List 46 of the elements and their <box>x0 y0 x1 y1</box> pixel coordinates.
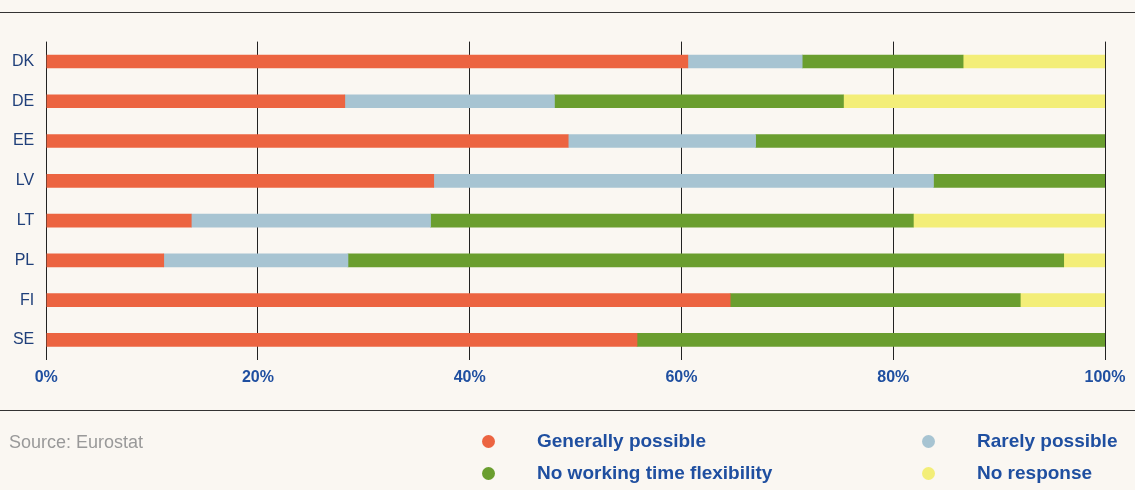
bar <box>430 213 914 228</box>
x-tick-label: 80% <box>877 367 910 385</box>
bar <box>46 213 192 228</box>
bar <box>46 253 165 268</box>
bar <box>755 134 1105 148</box>
bar <box>687 54 803 69</box>
bar <box>46 333 638 347</box>
legend-label: Generally possible <box>537 430 706 452</box>
legend-label: No response <box>977 462 1093 484</box>
bar <box>933 173 1105 188</box>
bar <box>636 333 1105 347</box>
bar <box>433 173 934 188</box>
bar <box>163 253 349 268</box>
y-tick-label: PL <box>14 250 35 268</box>
bar <box>554 94 844 109</box>
x-tick-label: 20% <box>241 367 274 385</box>
bar <box>46 54 689 69</box>
x-tick-label: 60% <box>665 367 698 385</box>
x-tick-label: 0% <box>34 367 58 385</box>
bar <box>1019 293 1105 307</box>
x-tick-label: 40% <box>453 367 486 385</box>
legend-label: No working time flexibility <box>537 462 773 484</box>
y-tick-label: LV <box>15 171 35 189</box>
y-tick-label: SE <box>12 330 35 348</box>
bar <box>567 134 756 148</box>
source-note: Source: Eurostat <box>9 432 144 453</box>
y-tick-label: DE <box>11 91 35 109</box>
bar <box>46 94 346 109</box>
bar <box>962 54 1105 69</box>
y-tick-label: FI <box>20 290 35 308</box>
bar <box>729 293 1021 307</box>
bar <box>913 213 1105 228</box>
bar <box>1063 253 1105 268</box>
y-tick-label: DK <box>11 51 35 69</box>
bar <box>190 213 431 228</box>
bar <box>801 54 964 69</box>
y-tick-label: EE <box>12 131 35 149</box>
bar <box>46 134 569 148</box>
x-tick-label: 100% <box>1084 367 1126 385</box>
legend-label: Rarely possible <box>977 430 1118 452</box>
bar <box>46 173 435 188</box>
bar <box>46 293 731 307</box>
y-tick-label: LT <box>16 210 35 228</box>
bar <box>344 94 555 109</box>
bar <box>843 94 1105 109</box>
bar <box>347 253 1065 268</box>
